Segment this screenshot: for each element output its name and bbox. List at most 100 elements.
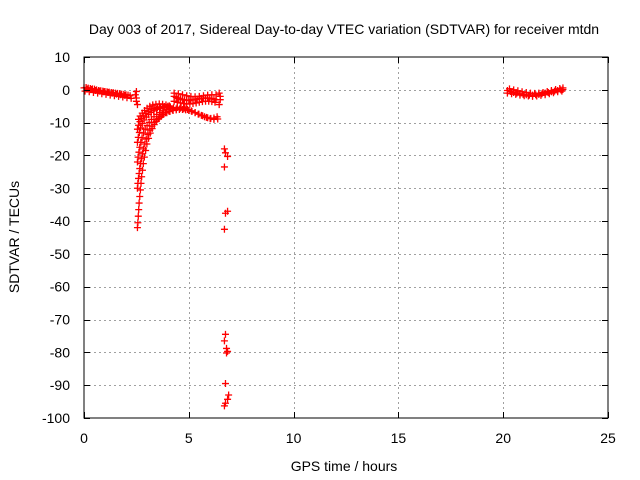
data-point [144, 130, 152, 138]
data-point [199, 92, 207, 100]
x-tick-label: 5 [185, 430, 193, 446]
data-point [137, 160, 145, 168]
data-point [522, 88, 530, 96]
y-tick-label: -20 [50, 147, 70, 163]
axis-ticks [84, 57, 609, 419]
data-point [551, 87, 559, 95]
data-point [132, 87, 140, 95]
data-point [173, 98, 181, 106]
data-point [112, 90, 120, 98]
data-point [135, 206, 143, 214]
data-point [150, 105, 158, 113]
data-point [136, 143, 144, 151]
data-point [104, 88, 112, 96]
data-points [80, 84, 567, 410]
data-point [134, 212, 142, 220]
data-point [223, 349, 231, 357]
data-point [202, 113, 210, 121]
data-point [216, 96, 224, 104]
y-tick-label: -70 [50, 312, 70, 328]
data-point [153, 104, 161, 112]
data-point [183, 92, 191, 100]
data-point [220, 337, 228, 345]
data-point [170, 89, 178, 97]
data-point [137, 155, 145, 163]
data-point [134, 133, 142, 141]
plot-frame [83, 56, 609, 419]
data-point [96, 87, 104, 95]
data-point [192, 99, 200, 107]
data-point [208, 98, 216, 106]
data-point [224, 347, 232, 355]
x-tick-label: 20 [495, 430, 511, 446]
tick-labels: 0 5 10 15 20 25 10 0 -10 -20 -30 -40 -50 -60 -70 -80 -90… [42, 49, 616, 446]
data-point [225, 391, 233, 399]
data-point [108, 89, 116, 97]
data-point [136, 165, 144, 173]
y-tick-label: -80 [50, 344, 70, 360]
data-point [224, 395, 232, 403]
data-point [135, 148, 143, 156]
data-point [141, 140, 149, 148]
y-tick-label: -40 [50, 213, 70, 229]
x-tick-label: 10 [286, 430, 302, 446]
data-point [220, 145, 228, 153]
data-point [538, 90, 546, 98]
data-point [556, 85, 564, 93]
data-point [215, 89, 223, 97]
data-point [134, 153, 142, 161]
data-point [212, 91, 220, 99]
y-tick-label: 0 [62, 82, 70, 98]
data-point [134, 121, 142, 129]
data-point [134, 219, 142, 227]
data-point [552, 85, 560, 93]
data-point [221, 209, 229, 217]
data-point [170, 97, 178, 105]
data-point [159, 100, 167, 108]
data-point [121, 91, 129, 99]
x-tick-label: 25 [600, 430, 616, 446]
y-tick-label: -60 [50, 279, 70, 295]
y-tick-label: 10 [54, 49, 70, 65]
data-point [133, 125, 141, 133]
data-point [214, 115, 222, 123]
data-point [181, 104, 189, 112]
data-point [132, 97, 140, 105]
data-point [535, 89, 543, 97]
data-point [221, 380, 229, 388]
data-point [191, 108, 199, 116]
data-point [559, 84, 567, 92]
data-point [133, 101, 141, 109]
x-axis-label: GPS time / hours [291, 458, 398, 474]
data-point [539, 88, 547, 96]
data-point [224, 152, 232, 160]
data-point [510, 86, 518, 94]
data-point [206, 115, 214, 123]
data-point [138, 150, 146, 158]
data-point [514, 87, 522, 95]
data-point [518, 88, 526, 96]
data-point [133, 138, 141, 146]
data-point [100, 88, 108, 96]
data-point [221, 330, 229, 338]
data-point [142, 135, 150, 143]
data-point [220, 402, 228, 410]
data-point [117, 91, 125, 99]
y-tick-label: -90 [50, 377, 70, 393]
y-axis-label: SDTVAR / TECUs [6, 181, 22, 293]
data-point [189, 100, 197, 108]
data-point [146, 126, 154, 134]
y-tick-label: -50 [50, 246, 70, 262]
data-point [87, 85, 95, 93]
data-point [179, 91, 187, 99]
data-point [148, 122, 156, 130]
data-point [176, 99, 184, 107]
data-point [505, 85, 513, 93]
data-point [503, 89, 511, 97]
data-point [165, 102, 173, 110]
data-point [199, 112, 207, 120]
data-point [195, 92, 203, 100]
data-point [187, 107, 195, 115]
data-point [221, 149, 229, 157]
